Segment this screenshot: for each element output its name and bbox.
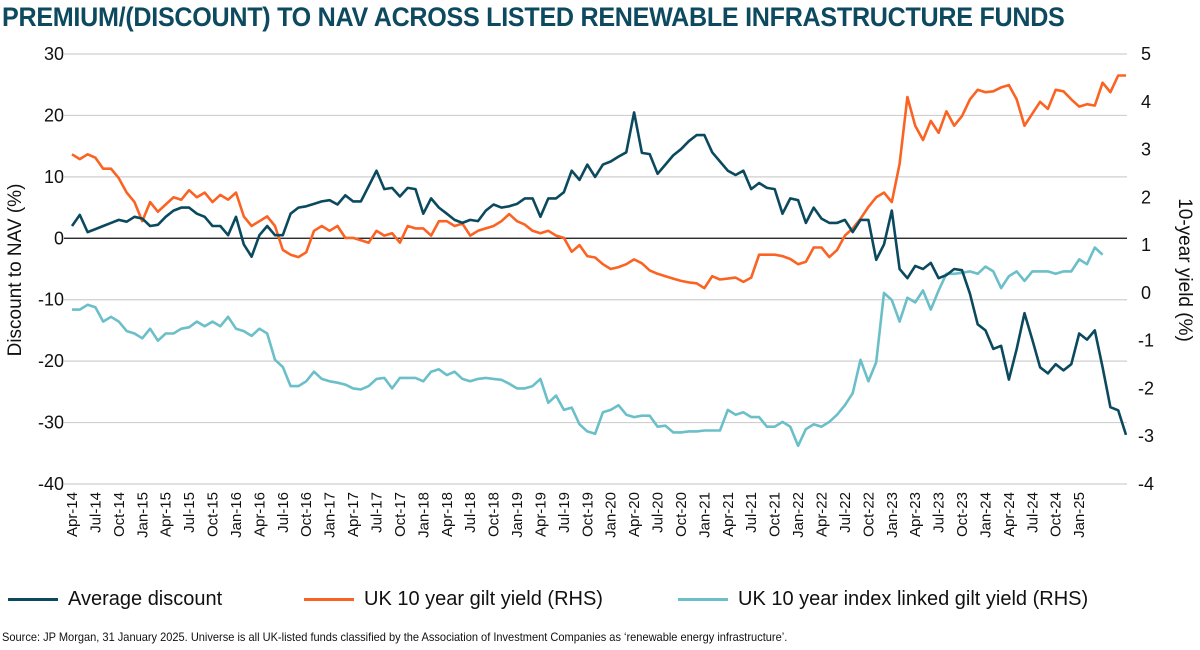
- y-tick-label: -10: [38, 290, 64, 310]
- x-tick-label: Oct-24: [1048, 492, 1065, 537]
- y-tick-label: 0: [54, 228, 64, 248]
- x-tick-label: Oct-19: [579, 492, 596, 537]
- x-tick-label: Jan-23: [884, 492, 901, 538]
- x-tick-label: Jan-19: [509, 492, 526, 538]
- x-tick-label: Jul-21: [743, 492, 760, 533]
- x-tick-label: Jan-20: [603, 492, 620, 538]
- x-tick-label: Oct-17: [392, 492, 409, 537]
- y2-tick-label: -4: [1138, 474, 1154, 494]
- x-tick-label: Oct-15: [205, 492, 222, 537]
- legend-label: Average discount: [68, 588, 223, 610]
- y-tick-label: 20: [44, 105, 64, 125]
- x-tick-label: Oct-18: [486, 492, 503, 537]
- gridlines: [64, 53, 1127, 485]
- x-axis-ticks: Apr-14 Jul-14 Oct-14 Jan-15 Apr-15 Jul-15 Oct-…: [64, 492, 1088, 538]
- x-tick-label: Jan-18: [415, 492, 432, 538]
- legend-label: UK 10 year gilt yield (RHS): [364, 588, 603, 610]
- x-tick-label: Apr-24: [1001, 492, 1018, 537]
- x-tick-label: Apr-18: [439, 492, 456, 537]
- right-axis-title: 10-year yield (%): [1174, 198, 1195, 342]
- legend-item-gilt-yield: UK 10 year gilt yield (RHS): [304, 588, 603, 611]
- y2-tick-label: 1: [1141, 235, 1151, 255]
- y2-tick-label: 4: [1141, 92, 1151, 112]
- x-tick-label: Jan-16: [228, 492, 245, 538]
- x-tick-label: Jan-24: [977, 492, 994, 538]
- x-tick-label: Jul-15: [181, 492, 198, 533]
- y-tick-label: 10: [44, 167, 64, 187]
- chart-title: PREMIUM/(DISCOUNT) TO NAV ACROSS LISTED …: [2, 2, 1065, 32]
- series-line-uk-10-year-gilt-yield-rhs: [71, 74, 1126, 290]
- y-tick-label: 30: [44, 44, 64, 64]
- x-tick-label: Jul-16: [275, 492, 292, 533]
- y2-tick-label: 5: [1141, 44, 1151, 64]
- x-tick-label: Jul-20: [650, 492, 667, 533]
- series-line-average-discount: [70, 111, 1128, 436]
- legend-swatch-average-discount: [8, 598, 58, 601]
- y2-tick-label: -2: [1138, 378, 1154, 398]
- series-lines: [70, 74, 1128, 448]
- x-tick-label: Jul-19: [556, 492, 573, 533]
- x-tick-label: Jul-14: [87, 492, 104, 533]
- x-tick-label: Oct-23: [954, 492, 971, 537]
- x-tick-label: Apr-20: [626, 492, 643, 537]
- y2-tick-label: -3: [1138, 426, 1154, 446]
- x-tick-label: Jan-17: [322, 492, 339, 538]
- x-tick-label: Apr-23: [907, 492, 924, 537]
- y2-tick-label: 2: [1141, 187, 1151, 207]
- legend-swatch-gilt-yield: [304, 598, 354, 601]
- x-tick-label: Jan-22: [790, 492, 807, 538]
- y2-tick-label: 3: [1141, 140, 1151, 160]
- x-tick-label: Jan-15: [134, 492, 151, 538]
- legend-swatch-index-linked-yield: [678, 598, 728, 601]
- right-axis-ticks: 5 4 3 2 1 0 -1 -2 -3 -4: [1138, 44, 1154, 494]
- x-tick-label: Oct-14: [111, 492, 128, 537]
- x-tick-label: Apr-22: [814, 492, 831, 537]
- x-tick-label: Jan-21: [696, 492, 713, 538]
- x-tick-label: Apr-17: [345, 492, 362, 537]
- x-tick-label: Jul-23: [931, 492, 948, 533]
- x-tick-label: Jul-17: [368, 492, 385, 533]
- legend: Average discount UK 10 year gilt yield (…: [8, 588, 1198, 618]
- source-note: Source: JP Morgan, 31 January 2025. Univ…: [2, 630, 788, 644]
- left-axis-ticks: 30 20 10 0 -10 -20 -30 -40: [38, 44, 64, 494]
- x-tick-label: Oct-21: [767, 492, 784, 537]
- left-axis-title: Discount to NAV (%): [5, 184, 26, 357]
- x-tick-label: Oct-22: [860, 492, 877, 537]
- y2-tick-label: -1: [1138, 331, 1154, 351]
- x-tick-label: Oct-20: [673, 492, 690, 537]
- x-tick-label: Apr-15: [158, 492, 175, 537]
- y2-tick-label: 0: [1141, 283, 1151, 303]
- legend-item-average-discount: Average discount: [8, 588, 222, 611]
- x-tick-label: Jul-24: [1024, 492, 1041, 533]
- x-tick-label: Jan-25: [1071, 492, 1088, 538]
- legend-label: UK 10 year index linked gilt yield (RHS): [738, 588, 1089, 610]
- x-tick-label: Oct-16: [298, 492, 315, 537]
- x-tick-label: Apr-14: [64, 492, 81, 537]
- x-tick-label: Jul-18: [462, 492, 479, 533]
- series-line-uk-10-year-index-linked-gilt-yield-rhs: [72, 246, 1104, 448]
- x-tick-label: Apr-19: [532, 492, 549, 537]
- y-tick-label: -30: [38, 413, 64, 433]
- y-tick-label: -40: [38, 474, 64, 494]
- x-tick-label: Jul-22: [837, 492, 854, 533]
- x-tick-label: Apr-21: [720, 492, 737, 537]
- x-tick-label: Apr-16: [251, 492, 268, 537]
- legend-item-index-linked-yield: UK 10 year index linked gilt yield (RHS): [678, 588, 1088, 611]
- y-tick-label: -20: [38, 351, 64, 371]
